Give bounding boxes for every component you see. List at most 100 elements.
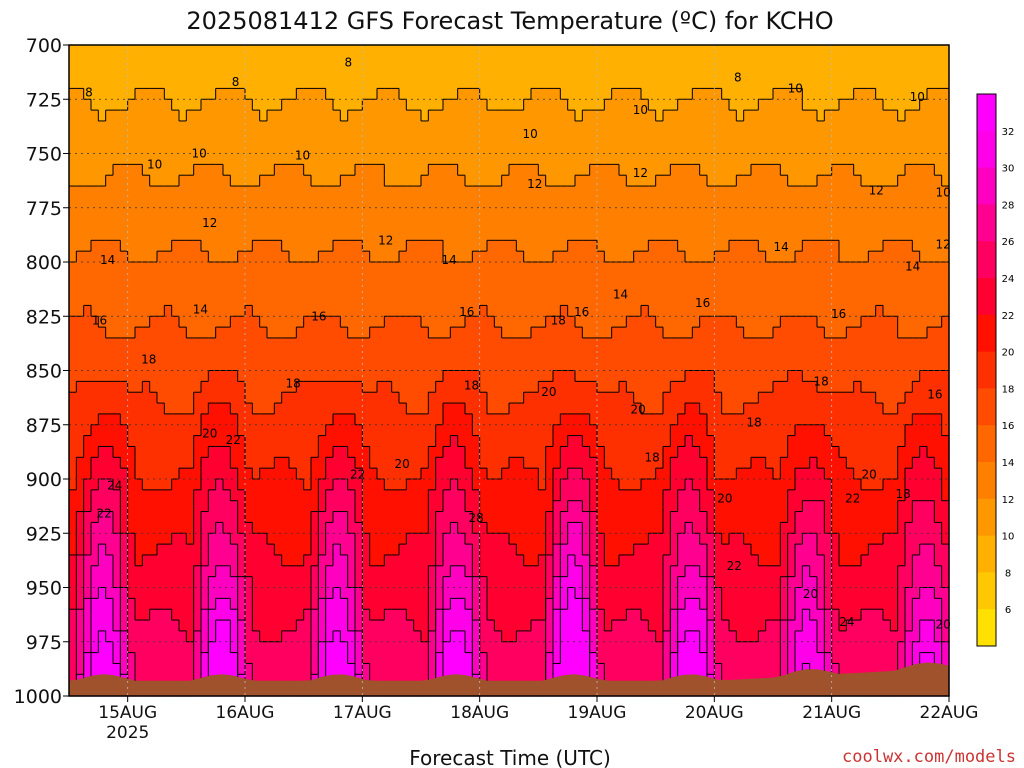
y-tick-label: 725 [26, 89, 62, 111]
source-text: coolwx.com/models [842, 747, 1016, 767]
contour-label: 20 [717, 492, 732, 506]
contour-label: 18 [464, 379, 479, 393]
colorbar-tick-label: 6 [1005, 605, 1011, 616]
contour-label: 20 [395, 457, 410, 471]
y-tick-label: 850 [26, 361, 62, 383]
contour-label: 8 [344, 55, 352, 69]
colorbar-swatch [977, 572, 996, 610]
contour-label: 20 [862, 468, 877, 482]
contour-label: 10 [295, 149, 310, 163]
colorbar-tick-label: 28 [1002, 200, 1015, 211]
contour-label: 14 [905, 259, 920, 273]
terrain-ground [69, 662, 949, 696]
colorbar-swatch [977, 425, 996, 463]
colorbar-swatch [977, 498, 996, 537]
colorbar-swatch [977, 351, 996, 389]
contour-label: 22 [727, 559, 742, 573]
y-tick-label: 900 [26, 469, 62, 491]
contour-label: 16 [831, 307, 846, 321]
y-tick-label: 875 [26, 415, 62, 437]
contour-label: 20 [202, 426, 217, 440]
contour-label: 14 [613, 288, 628, 302]
colorbar-tick-label: 8 [1005, 568, 1011, 579]
contour-label: 12 [633, 166, 648, 180]
contour-label: 18 [285, 377, 300, 391]
colorbar-tick-label: 14 [1002, 458, 1015, 469]
colorbar-swatch [977, 278, 996, 316]
contour-label: 12 [869, 183, 884, 197]
contour-label: 18 [896, 487, 911, 501]
contour-label: 16 [927, 387, 942, 401]
x-tick-label: 21AUG [802, 703, 861, 723]
contour-label: 18 [644, 450, 659, 464]
contour-label: 8 [232, 75, 240, 89]
contour-label: 14 [100, 253, 115, 267]
contour-label: 24 [107, 479, 122, 493]
contour-label: 18 [551, 314, 566, 328]
y-tick-label: 775 [26, 198, 62, 220]
colorbar-tick-label: 24 [1002, 274, 1015, 285]
colorbar-swatch [977, 130, 996, 169]
chart-title: 2025081412 GFS Forecast Temperature (ºC)… [186, 7, 833, 35]
contour-label: 14 [442, 253, 457, 267]
x-tick-label: 19AUG [568, 703, 627, 723]
colorbar: 6 8 10 12 14 16 18 20 22 24 26 28 30 32 [976, 93, 1015, 647]
contour-label: 18 [813, 374, 828, 388]
contour-label: 22 [226, 433, 241, 447]
contour-label: 14 [193, 303, 208, 317]
contour-label: 16 [695, 296, 710, 310]
contour-label: 8 [734, 71, 742, 85]
colorbar-tick-label: 22 [1002, 311, 1015, 322]
y-tick-label: 975 [26, 632, 62, 654]
contour-label: 12 [378, 233, 393, 247]
colorbar-swatch [977, 204, 996, 242]
contour-label: 20 [803, 587, 818, 601]
colorbar-tick-label: 12 [1002, 495, 1015, 506]
y-tick-label: 1000 [14, 686, 62, 708]
colorbar-swatch [977, 388, 996, 426]
x-axis-label: Forecast Time (UTC) [409, 746, 611, 768]
colorbar-tick-label: 20 [1002, 348, 1015, 359]
colorbar-swatch [977, 535, 996, 573]
colorbar-swatch [977, 94, 996, 132]
x-tick-label: 18AUG [450, 703, 509, 723]
y-tick-label: 800 [26, 252, 62, 274]
y-tick-label: 750 [26, 144, 62, 166]
contour-label: 10 [147, 157, 162, 171]
colorbar-tick-label: 32 [1002, 127, 1015, 138]
contour-label: 16 [92, 314, 107, 328]
colorbar-swatch [977, 609, 996, 647]
colorbar-swatch [977, 241, 996, 279]
colorbar-tick-label: 18 [1002, 384, 1015, 395]
grid [69, 44, 950, 697]
contour-label: 10 [935, 186, 950, 200]
contour-label: 22 [97, 507, 112, 521]
contour-label: 12 [935, 238, 950, 252]
contour-label: 10 [522, 127, 537, 141]
x-tick-label: 15AUG [98, 703, 157, 723]
x-tick-label: 16AUG [216, 703, 275, 723]
contour-label: 10 [788, 81, 803, 95]
contour-label: 10 [192, 147, 207, 161]
contour-label: 22 [845, 492, 860, 506]
colorbar-swatch [977, 314, 996, 353]
x-tick-label: 22AUG [920, 703, 979, 723]
contour-label: 12 [527, 177, 542, 191]
contour-label: 16 [311, 309, 326, 323]
y-tick-label: 700 [26, 35, 62, 57]
contour-label: 8 [85, 86, 93, 100]
colorbar-tick-label: 26 [1002, 237, 1015, 248]
y-tick-label: 925 [26, 523, 62, 545]
contour-label: 18 [141, 353, 156, 367]
contour-label: 18 [747, 416, 762, 430]
colorbar-frame [976, 93, 997, 647]
contour-label: 24 [839, 615, 854, 629]
colorbar-swatch [977, 167, 996, 205]
contour-label: 28 [468, 511, 483, 525]
y-tick-label: 825 [26, 306, 62, 328]
colorbar-tick-label: 10 [1002, 532, 1015, 543]
contour-label: 20 [935, 617, 950, 631]
plot-area: 8 8 8 8 10 10 10 10 10 10 10 10 12 12 12 12 12 12 14 14 14 14… [14, 35, 979, 743]
contour-label: 14 [774, 240, 789, 254]
